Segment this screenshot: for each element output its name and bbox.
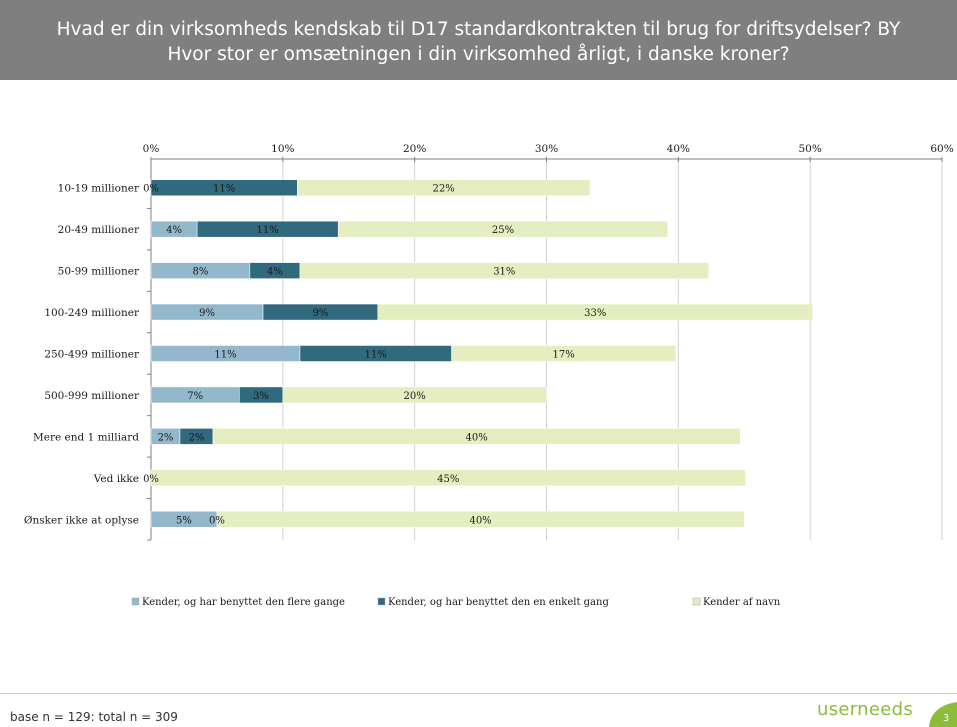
legend: Kender, og har benyttet den flere gange K… xyxy=(131,597,781,608)
data-label: 40% xyxy=(466,432,488,443)
y-tick-label: 250-499 millioner xyxy=(44,349,140,361)
y-tick-label: Ønsker ikke at oplyse xyxy=(24,514,139,526)
data-label: 8% xyxy=(193,267,209,278)
data-label: 31% xyxy=(493,267,515,278)
x-tick-label: 50% xyxy=(798,143,821,155)
footer-divider xyxy=(0,693,957,694)
y-tick-label: Mere end 1 milliard xyxy=(33,431,139,443)
x-tick-label: 20% xyxy=(403,143,426,155)
legend-label: Kender af navn xyxy=(703,597,781,608)
data-labels: 0% 11% 22% 4% 11% 25% 8% 4% 31% 9% 9% 33% 11% 11% 17% 7… xyxy=(143,184,606,527)
data-label: 9% xyxy=(199,308,215,319)
page-number-badge: 3 xyxy=(929,702,957,727)
data-label: 0% xyxy=(143,184,159,195)
data-label: 0% xyxy=(143,474,159,485)
data-label: 4% xyxy=(267,267,283,278)
data-label: 7% xyxy=(187,391,203,402)
data-label: 20% xyxy=(404,391,426,402)
bar-segment xyxy=(216,511,745,528)
chart-title-line-2: Hvor stor er omsætningen i din virksomhe… xyxy=(167,44,790,65)
y-tick-label: 50-99 millioner xyxy=(58,266,140,278)
y-tick-label: 100-249 millioner xyxy=(44,307,140,319)
bar-segment xyxy=(150,469,746,487)
x-tick-label: 10% xyxy=(271,143,294,155)
bar-segment xyxy=(337,220,669,238)
data-label: 11% xyxy=(257,225,279,236)
legend-label: Kender, og har benyttet den flere gange xyxy=(142,597,345,608)
title-bar: Hvad er din virksomheds kendskab til D17… xyxy=(0,0,957,80)
x-tick-label: 30% xyxy=(535,143,558,155)
legend-label: Kender, og har benyttet den en enkelt ga… xyxy=(388,597,609,608)
data-label: 33% xyxy=(584,308,606,319)
chart-title-line-1: Hvad er din virksomheds kendskab til D17… xyxy=(56,19,901,40)
data-label: 25% xyxy=(492,225,514,236)
data-label: 22% xyxy=(433,184,455,195)
data-label: 45% xyxy=(437,474,459,485)
y-tick-label: Ved ikke xyxy=(93,473,139,485)
axes: 0% 10% 20% 30% 40% 50% 60% 10-19 millioner 20-49… xyxy=(24,143,954,541)
stacked-bar-chart: 0% 10% 20% 30% 40% 50% 60% 10-19 millioner 20-49… xyxy=(24,143,954,608)
data-label: 11% xyxy=(365,350,387,361)
y-tick-label: 20-49 millioner xyxy=(58,224,140,236)
legend-swatch xyxy=(131,597,140,606)
bar-segment xyxy=(212,428,741,445)
legend-swatch xyxy=(692,597,701,606)
bar-segment xyxy=(297,179,591,196)
bar-segment xyxy=(299,262,709,279)
data-label: 3% xyxy=(253,391,269,402)
footnote: base n = 129: total n = 309 xyxy=(10,710,178,724)
userneeds-logo: userneeds xyxy=(817,699,914,720)
bar-segment xyxy=(377,303,814,321)
x-tick-label: 60% xyxy=(930,143,953,155)
x-tick-label: 0% xyxy=(143,143,160,155)
x-tick-label: 40% xyxy=(667,143,690,155)
data-label: 5% xyxy=(176,515,192,526)
data-label: 40% xyxy=(469,515,491,526)
data-label: 17% xyxy=(553,350,575,361)
data-label: 2% xyxy=(158,432,174,443)
bar-segment xyxy=(451,345,676,362)
legend-swatch xyxy=(377,597,386,606)
y-tick-label: 500-999 millioner xyxy=(44,390,140,402)
data-label: 9% xyxy=(312,308,328,319)
y-tick-label: 10-19 millioner xyxy=(58,183,140,195)
page-number: 3 xyxy=(943,713,949,724)
data-label: 11% xyxy=(214,350,236,361)
bar-segment xyxy=(282,386,547,404)
data-label: 2% xyxy=(189,432,205,443)
data-label: 11% xyxy=(213,184,235,195)
data-label: 0% xyxy=(209,515,225,526)
data-label: 4% xyxy=(166,225,182,236)
bars xyxy=(150,179,814,528)
